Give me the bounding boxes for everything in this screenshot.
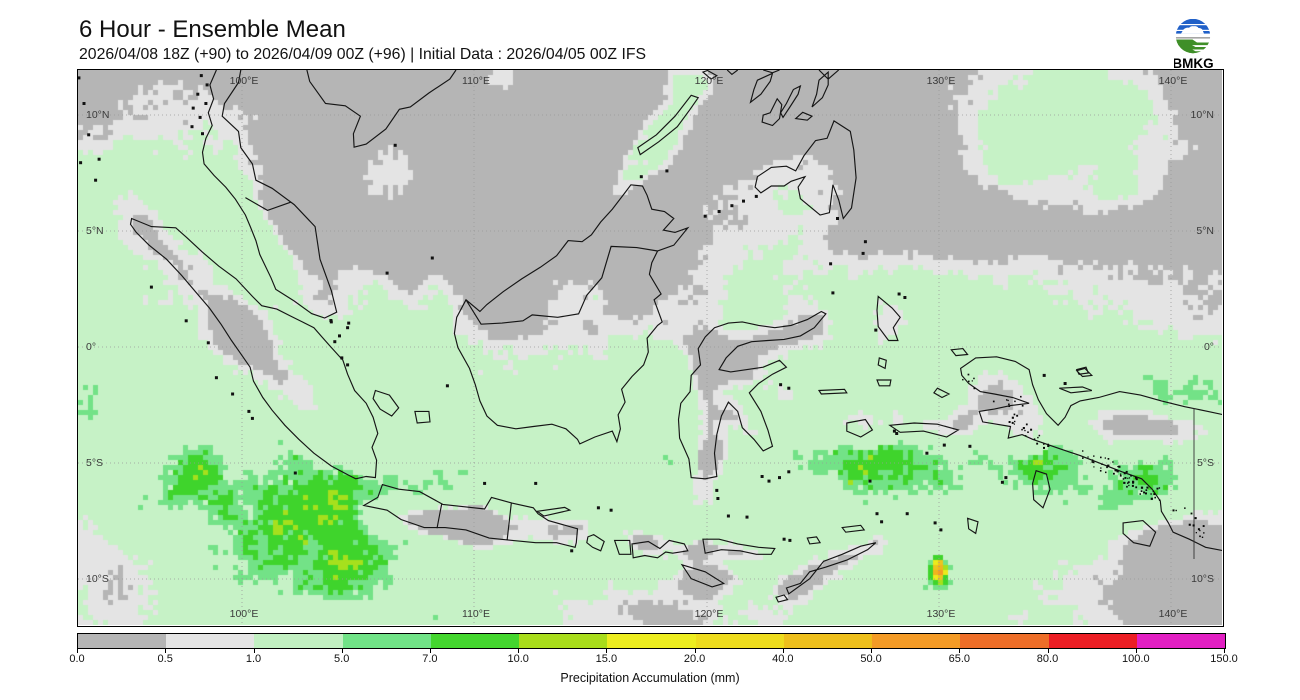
svg-text:BMKG: BMKG [1174,56,1214,70]
